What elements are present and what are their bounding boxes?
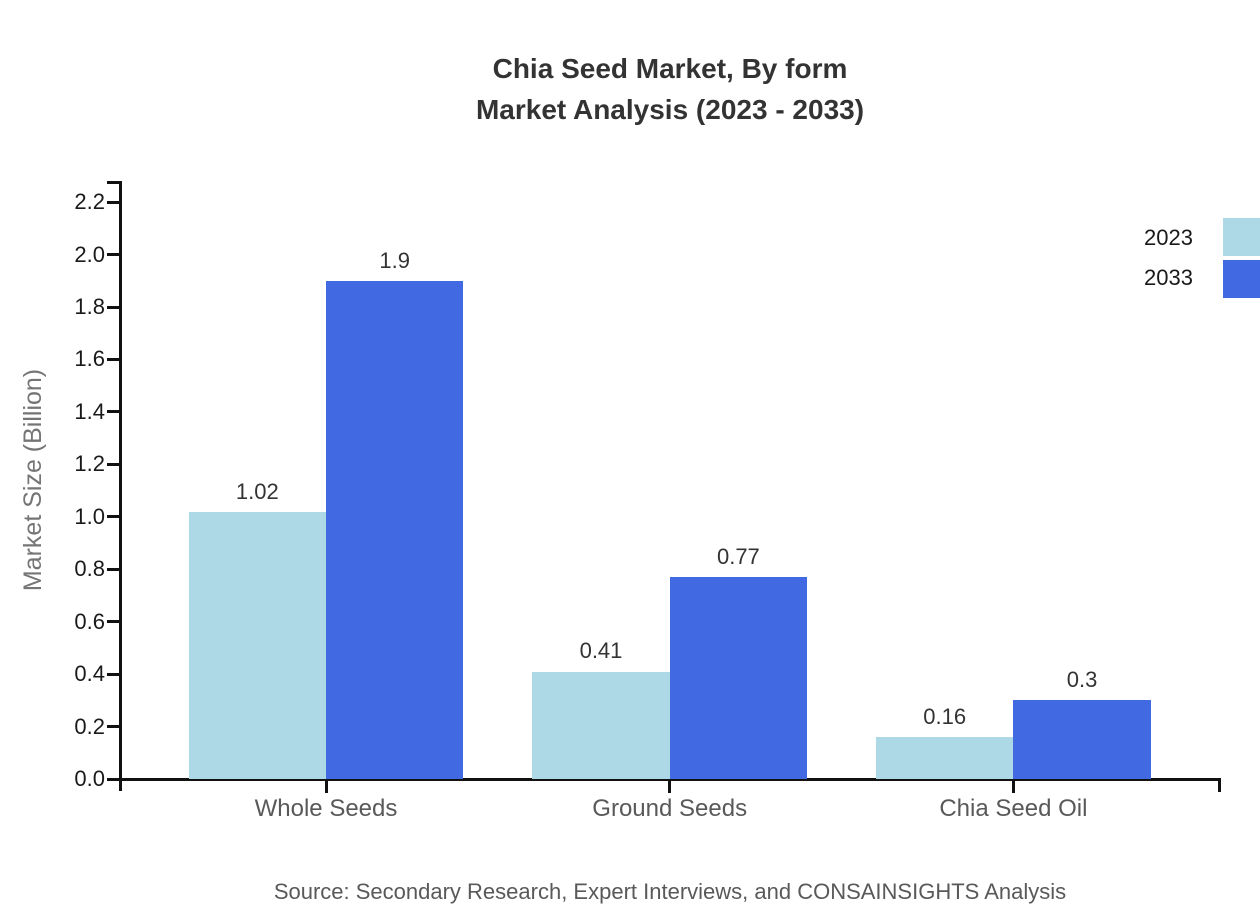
bar-value-label: 0.16 — [923, 704, 967, 730]
legend-swatch-2033 — [1223, 260, 1260, 298]
x-tick — [1011, 781, 1015, 793]
x-tick — [668, 781, 672, 793]
y-tick-label: 1.4 — [74, 398, 105, 424]
bar-2033-whole-seeds — [326, 280, 464, 779]
bar-2033-ground-seeds — [669, 577, 808, 779]
y-tick-label: 1.8 — [74, 294, 105, 320]
y-tick-label: 0.0 — [74, 766, 105, 791]
chart-title-line2: Market Analysis (2023 - 2033) — [475, 94, 865, 125]
y-tick-label: 1.0 — [74, 503, 105, 529]
x-tick — [324, 781, 328, 793]
bar-value-label: 0.77 — [716, 544, 760, 570]
y-tick — [107, 410, 120, 414]
source-note: Source: Secondary Research, Expert Inter… — [273, 879, 1067, 904]
bar-2023-chia-seed-oil — [876, 737, 1014, 779]
bar-value-label: 0.41 — [579, 638, 623, 664]
x-category-label-whole-seeds: Whole Seeds — [254, 795, 398, 822]
chart-title-line1: Chia Seed Market, By form — [492, 53, 848, 84]
y-axis-label: Market Size (Billion) — [19, 368, 47, 592]
y-tick-label: 1.2 — [74, 451, 105, 477]
bar-2023-whole-seeds — [188, 511, 326, 779]
y-tick — [107, 462, 120, 466]
y-tick — [107, 725, 120, 729]
y-tick-label: 2.0 — [74, 241, 105, 267]
y-tick-label: 2.2 — [74, 189, 105, 215]
bar-value-label: 1.02 — [235, 478, 279, 504]
bar-value-label: 1.9 — [379, 247, 410, 273]
y-tick-label: 0.2 — [74, 713, 105, 739]
legend-swatch-2023 — [1223, 218, 1260, 256]
y-axis-spine — [119, 181, 122, 791]
y-tick-label: 0.6 — [74, 608, 105, 634]
y-tick — [107, 357, 120, 361]
x-axis-spine — [107, 778, 1221, 781]
y-tick — [107, 515, 120, 519]
chart-title: Chia Seed Market, By form Market Analysi… — [80, 48, 1260, 130]
x-category-label-chia-seed-oil: Chia Seed Oil — [939, 795, 1088, 822]
legend-label-2023: 2023 — [1144, 225, 1193, 250]
y-tick — [107, 567, 120, 571]
x-axis-right-cap — [1218, 778, 1221, 792]
bar-2023-ground-seeds — [532, 671, 670, 779]
y-tick — [107, 620, 120, 624]
bar-2033-chia-seed-oil — [1013, 700, 1151, 779]
y-axis-top-cap — [107, 181, 122, 184]
x-category-label-ground-seeds: Ground Seeds — [592, 795, 748, 822]
y-tick — [107, 672, 120, 676]
bar-value-label: 0.3 — [1066, 667, 1098, 693]
y-tick-label: 0.4 — [74, 661, 105, 687]
y-tick — [107, 305, 120, 309]
y-tick — [107, 777, 120, 781]
y-tick-label: 1.6 — [74, 346, 105, 372]
y-tick — [107, 253, 120, 257]
y-tick-label: 0.8 — [74, 556, 105, 582]
legend-label-2033: 2033 — [1144, 265, 1193, 290]
y-tick — [107, 200, 120, 204]
